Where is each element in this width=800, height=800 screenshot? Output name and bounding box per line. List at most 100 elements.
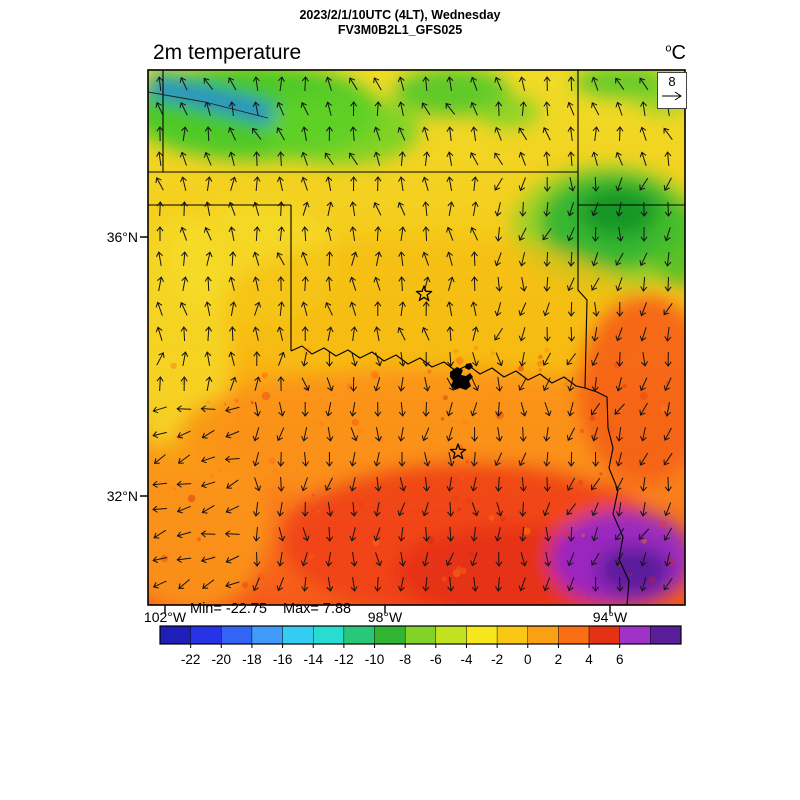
colorbar-tick-label: -14 xyxy=(303,652,323,667)
wind-arrow xyxy=(398,251,406,267)
wind-arrow xyxy=(542,502,551,517)
wind-arrow xyxy=(471,576,479,592)
wind-arrow xyxy=(494,527,502,542)
wind-arrow xyxy=(200,405,216,413)
wind-arrow xyxy=(253,226,261,242)
wind-arrow xyxy=(276,577,285,592)
wind-arrow xyxy=(518,151,526,166)
location-markers xyxy=(415,285,467,460)
wind-arrow xyxy=(252,101,260,116)
wind-arrow xyxy=(495,376,503,392)
wind-arrow xyxy=(302,201,310,216)
border-oklahoma-arkansas xyxy=(577,205,588,389)
wind-arrow xyxy=(204,101,211,116)
colorbar: -22 -20 -18 -16 -14 -12 -10 -8 -6 -4 -2 0 2 4 6 xyxy=(159,625,682,667)
wind-arrow xyxy=(615,502,623,517)
wind-arrow xyxy=(519,101,527,117)
wind-arrow xyxy=(179,151,187,166)
wind-arrow xyxy=(200,456,216,464)
wind-arrow xyxy=(397,326,406,341)
lon-label-98w: 98°W xyxy=(367,609,403,625)
wind-arrow xyxy=(204,201,212,216)
wind-arrow xyxy=(495,101,503,117)
wind-reference-box: 8 xyxy=(657,72,687,109)
wind-arrow xyxy=(566,277,575,292)
wind-arrow xyxy=(325,276,333,292)
wind-arrow xyxy=(225,581,240,589)
wind-arrow xyxy=(663,227,671,242)
wind-reference-value: 8 xyxy=(668,74,676,89)
map-frame xyxy=(147,69,686,606)
wind-arrow xyxy=(591,427,599,442)
wind-arrow xyxy=(349,201,357,216)
wind-arrow xyxy=(543,151,551,167)
wind-arrow xyxy=(519,526,527,542)
wind-arrow xyxy=(397,201,406,216)
wind-arrow xyxy=(591,226,599,242)
units-superscript: o xyxy=(665,42,672,55)
wind-arrow xyxy=(470,301,478,316)
wind-arrow xyxy=(639,452,649,466)
wind-arrow xyxy=(422,301,430,317)
wind-arrow xyxy=(326,577,334,592)
wind-arrow xyxy=(590,403,601,416)
wind-arrow xyxy=(616,351,624,367)
wind-arrow xyxy=(520,402,528,417)
wind-arrow xyxy=(252,201,260,216)
wind-arrow xyxy=(254,376,261,391)
wind-arrow xyxy=(518,177,526,192)
wind-arrow xyxy=(567,402,575,417)
min-value: Min= -22.75 xyxy=(190,601,267,617)
field-stats: Min= -22.75 Max= 7.88 xyxy=(190,601,367,617)
wind-arrow xyxy=(615,151,624,166)
wind-arrow xyxy=(470,451,478,467)
wind-arrow xyxy=(519,426,527,442)
wind-arrow xyxy=(351,352,358,367)
colorbar-segment xyxy=(650,625,682,645)
wind-arrow xyxy=(494,202,502,217)
wind-arrow xyxy=(471,377,480,392)
wind-arrow xyxy=(252,276,260,291)
wind-arrow xyxy=(278,402,286,417)
wind-arrow xyxy=(663,377,672,392)
wind-arrow xyxy=(156,376,164,392)
wind-arrow xyxy=(446,427,453,442)
colorbar-segment xyxy=(159,625,191,645)
wind-arrow xyxy=(519,476,527,492)
wind-arrow xyxy=(373,201,382,216)
wind-arrow xyxy=(177,454,191,464)
wind-arrow xyxy=(664,351,672,367)
wind-arrow xyxy=(518,127,528,141)
colorbar-tick-label: -8 xyxy=(399,652,411,667)
wind-arrow xyxy=(176,531,192,539)
wind-arrow xyxy=(470,552,478,567)
wind-arrow xyxy=(200,556,216,564)
wind-arrow xyxy=(518,377,527,391)
wind-arrow xyxy=(373,326,381,341)
wind-arrow xyxy=(155,101,164,116)
wind-arrow xyxy=(301,126,309,141)
wind-arrow xyxy=(325,351,333,367)
wind-arrow xyxy=(325,76,332,91)
wind-arrow xyxy=(301,76,309,92)
wind-arrow xyxy=(326,326,334,341)
wind-arrow xyxy=(421,251,430,266)
colorbar-tick-label: 6 xyxy=(616,652,624,667)
wind-arrow xyxy=(397,126,406,141)
wind-arrow xyxy=(374,301,382,317)
wind-arrow xyxy=(277,451,285,467)
wind-arrow xyxy=(277,301,285,317)
wind-arrow xyxy=(374,251,382,266)
wind-arrow xyxy=(204,276,212,292)
wind-arrow xyxy=(592,302,600,317)
wind-arrow xyxy=(421,176,429,191)
wind-arrow xyxy=(373,276,381,291)
wind-arrow xyxy=(542,126,551,141)
wind-arrow xyxy=(641,352,648,367)
wind-arrow xyxy=(446,301,454,316)
wind-arrow xyxy=(179,76,188,91)
wind-arrow xyxy=(205,251,213,266)
wind-arrow xyxy=(615,101,623,116)
wind-arrow xyxy=(277,201,285,217)
wind-arrow xyxy=(663,527,673,541)
